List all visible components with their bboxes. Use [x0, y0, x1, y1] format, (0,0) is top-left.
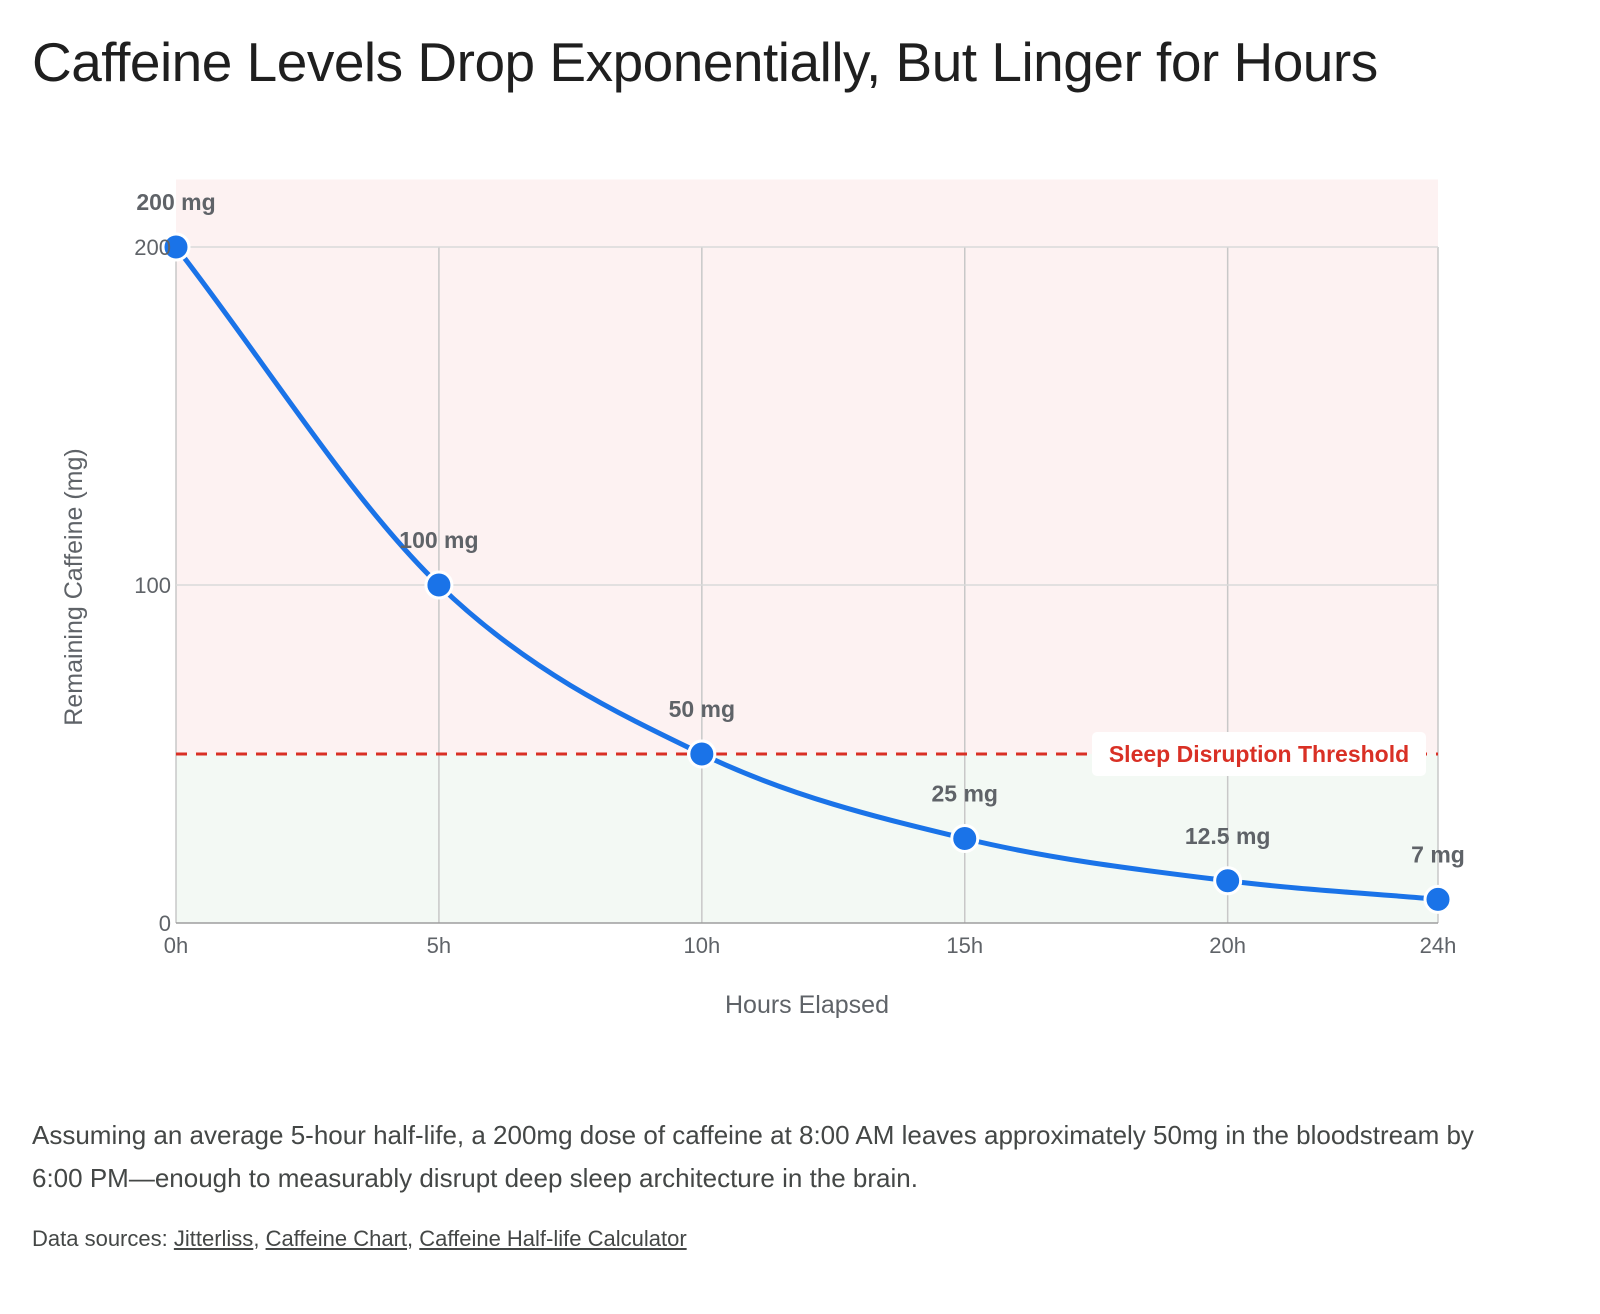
data-label: 7 mg: [1411, 841, 1465, 867]
x-tick-label: 5h: [427, 933, 451, 958]
data-label: 50 mg: [669, 696, 735, 722]
x-tick-label: 24h: [1420, 933, 1457, 958]
source-link-caffeine-chart[interactable]: Caffeine Chart: [265, 1226, 408, 1251]
y-axis-title: Remaining Caffeine (mg): [60, 448, 88, 725]
data-point: [687, 739, 717, 769]
data-label: 100 mg: [399, 527, 478, 553]
page-title: Caffeine Levels Drop Exponentially, But …: [32, 31, 1378, 93]
data-point: [1423, 884, 1453, 914]
y-tick-label: 200: [134, 235, 171, 260]
data-point: [161, 232, 191, 262]
x-tick-label: 15h: [946, 933, 983, 958]
source-link-half-life-calculator[interactable]: Caffeine Half-life Calculator: [419, 1226, 687, 1251]
data-sources: Data sources: Jitterliss, Caffeine Chart…: [32, 1226, 687, 1252]
above-threshold-band: [176, 179, 1438, 754]
data-sources-label: Data sources:: [32, 1226, 168, 1251]
threshold-label-bg: [1092, 732, 1426, 776]
source-separator: ,: [253, 1226, 260, 1251]
data-point: [1213, 866, 1243, 896]
x-tick-label: 0h: [164, 933, 188, 958]
data-label: 12.5 mg: [1185, 823, 1271, 849]
x-axis-title: Hours Elapsed: [725, 991, 889, 1019]
data-point: [424, 570, 454, 600]
data-label: 25 mg: [932, 781, 998, 807]
x-tick-label: 20h: [1209, 933, 1246, 958]
y-tick-label: 100: [134, 573, 171, 598]
source-link-jitterliss[interactable]: Jitterliss: [173, 1226, 254, 1251]
x-tick-label: 10h: [683, 933, 720, 958]
source-separator: ,: [407, 1226, 414, 1251]
data-point: [950, 824, 980, 853]
chart-summary: Assuming an average 5-hour half-life, a …: [32, 1120, 1474, 1193]
y-tick-label: 0: [159, 911, 171, 936]
threshold-label: Sleep Disruption Threshold: [1109, 741, 1409, 767]
caffeine-decay-chart: Sleep Disruption Threshold 200 mg 100 mg 5…: [60, 179, 1465, 1019]
data-label: 200 mg: [136, 189, 215, 215]
